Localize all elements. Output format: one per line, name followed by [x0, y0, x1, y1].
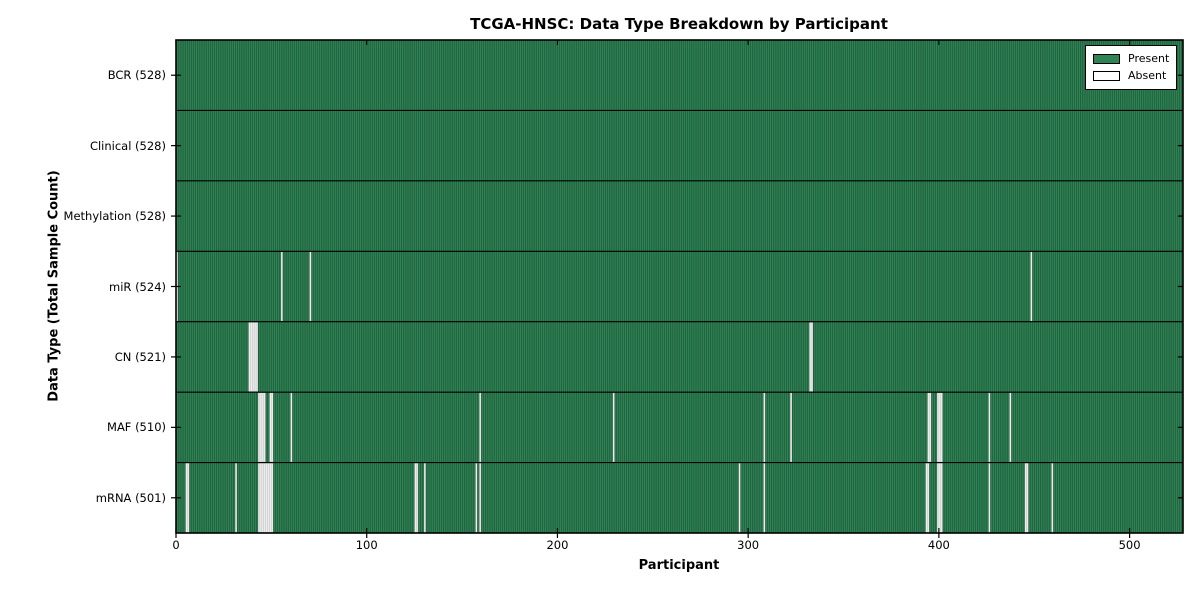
x-axis-label: Participant: [638, 558, 720, 573]
axes-frame: [175, 39, 1184, 534]
absent-run-mrna: [738, 462, 741, 533]
absent-swatch-icon: [1093, 70, 1120, 81]
absent-run-mrna: [185, 462, 190, 533]
x-tick-label-400: 400: [927, 538, 950, 552]
row-label-cn: CN (521): [114, 349, 166, 364]
row-label-maf: MAF (510): [107, 420, 166, 435]
legend-entry-absent: Absent: [1093, 67, 1169, 84]
x-tick-label-200: 200: [546, 538, 569, 552]
x-tick-label-100: 100: [355, 538, 378, 552]
absent-run-mrna: [763, 462, 766, 533]
absent-run-maf: [789, 392, 793, 463]
absent-run-mrna: [234, 462, 238, 533]
absent-run-maf: [257, 392, 266, 463]
absent-run-mrna: [1051, 462, 1054, 533]
absent-run-mir: [309, 251, 312, 322]
legend-entry-present: Present: [1093, 50, 1169, 67]
absent-run-mrna: [925, 462, 930, 533]
absent-run-maf: [612, 392, 615, 463]
absent-run-maf: [763, 392, 766, 463]
x-tick-label-300: 300: [737, 538, 760, 552]
absent-run-mrna: [478, 462, 482, 533]
absent-run-maf: [290, 392, 293, 463]
absent-run-mrna: [475, 462, 478, 533]
absent-run-cn: [808, 321, 814, 392]
absent-run-maf: [478, 392, 482, 463]
absent-run-maf: [988, 392, 991, 463]
row-label-bcr: BCR (528): [107, 68, 166, 83]
chart-title: TCGA-HNSC: Data Type Breakdown by Partic…: [470, 15, 888, 33]
absent-run-cn: [248, 321, 259, 392]
absent-run-mir: [1030, 251, 1033, 322]
absent-run-mir: [280, 251, 284, 322]
present-swatch-icon: [1093, 53, 1120, 64]
absent-run-maf: [927, 392, 932, 463]
x-tick-label-0: 0: [172, 538, 180, 552]
absent-run-mrna: [1024, 462, 1029, 533]
absent-run-mrna: [257, 462, 274, 533]
row-label-clinical: Clinical (528): [89, 138, 166, 153]
row-label-mrna: mRNA (501): [95, 490, 166, 505]
x-tick-label-500: 500: [1118, 538, 1141, 552]
row-label-mir: miR (524): [109, 279, 166, 294]
absent-run-mrna: [988, 462, 991, 533]
row-label-methylation: Methylation (528): [63, 209, 166, 224]
legend: Present Absent: [1085, 45, 1177, 90]
absent-run-mrna: [423, 462, 427, 533]
absent-run-mrna: [414, 462, 419, 533]
legend-absent-label: Absent: [1128, 69, 1167, 82]
absent-run-mrna: [936, 462, 943, 533]
heatmap-cells: [176, 40, 1183, 533]
absent-run-maf: [269, 392, 274, 463]
absent-run-maf: [1009, 392, 1012, 463]
legend-present-label: Present: [1128, 52, 1170, 65]
absent-run-maf: [936, 392, 943, 463]
